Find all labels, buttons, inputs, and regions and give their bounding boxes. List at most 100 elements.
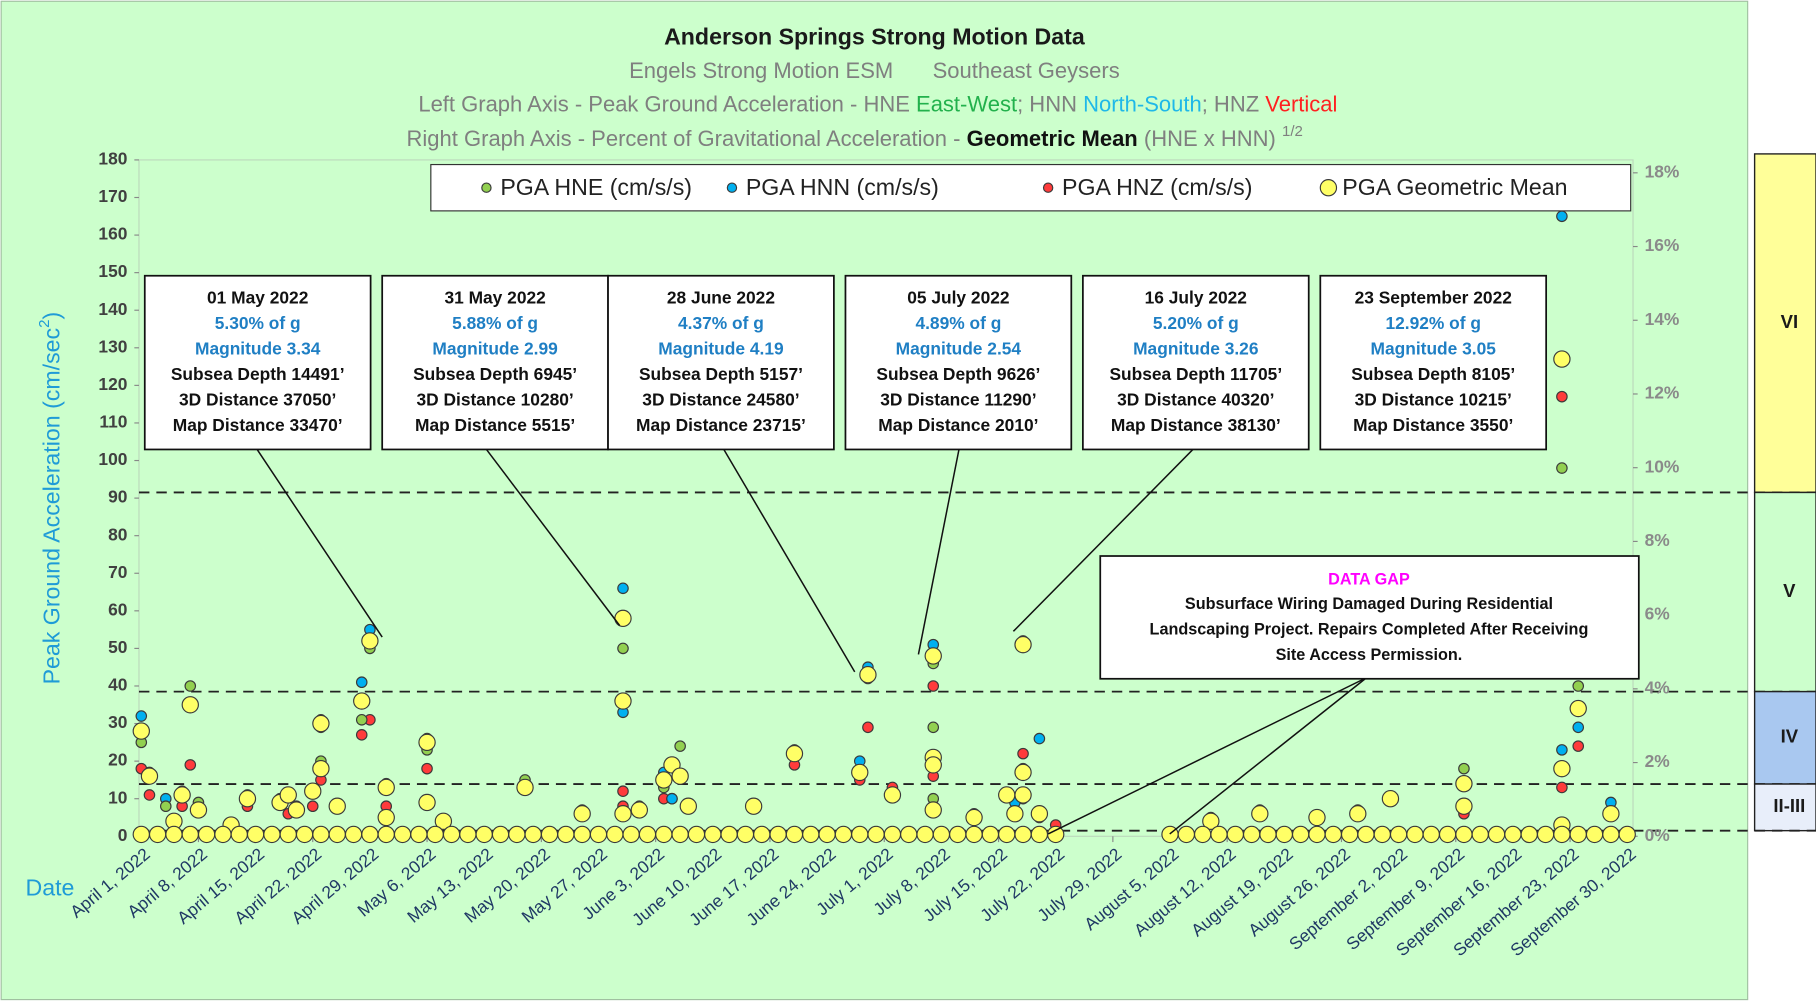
intensity-band <box>1753 690 1816 785</box>
callout-box <box>1082 274 1310 451</box>
legend-marker <box>481 182 492 193</box>
y-tick-label: 60 <box>108 599 127 619</box>
data-point <box>1210 825 1228 844</box>
y-tick-label: 30 <box>108 712 127 732</box>
data-point <box>516 778 534 797</box>
chart-title: Anderson Springs Strong Motion Data <box>664 23 1086 49</box>
data-point <box>687 825 706 844</box>
note-part: 1/2 <box>1282 123 1303 140</box>
data-point <box>1014 786 1032 804</box>
data-point <box>1017 747 1029 760</box>
gap-note-line: Subsurface Wiring Damaged During Residen… <box>1185 595 1553 613</box>
y2-tick-label: 4% <box>1645 677 1670 697</box>
y-tick-label: 0 <box>118 825 128 845</box>
data-point <box>1047 825 1065 844</box>
x-axis-label: Date <box>25 875 74 901</box>
y-tick-label: 90 <box>108 487 127 507</box>
data-point <box>1259 825 1277 844</box>
data-point <box>246 825 265 844</box>
data-point <box>184 680 197 692</box>
data-point <box>1014 825 1032 844</box>
y2-tick-label: 8% <box>1645 530 1670 550</box>
y-tick-label: 160 <box>98 224 127 244</box>
subtitle-part: Southeast Geysers <box>933 58 1120 83</box>
data-point <box>862 721 874 734</box>
callout-box <box>143 274 372 451</box>
data-point <box>361 632 379 650</box>
note-part: North-South <box>1083 91 1202 116</box>
data-point <box>924 801 942 819</box>
data-point <box>353 692 371 710</box>
leader-line <box>485 449 621 626</box>
legend-marker <box>726 182 738 193</box>
data-point <box>418 733 436 752</box>
callout-text: Subsea Depth 6945’ <box>413 364 577 384</box>
data-point <box>736 825 755 844</box>
callout-text: 4.89% of g <box>915 313 1001 333</box>
callout-text: 5.88% of g <box>452 313 538 333</box>
callout-text: 01 May 2022 <box>207 287 308 307</box>
data-point <box>1422 825 1440 844</box>
data-point <box>355 729 368 741</box>
left-axis-note: Left Graph Axis - Peak Ground Accelerati… <box>418 91 1337 116</box>
data-point <box>1324 825 1342 844</box>
data-point <box>1569 699 1587 718</box>
data-point <box>230 825 248 844</box>
y-tick-label: 40 <box>108 675 127 695</box>
data-point <box>981 825 1000 844</box>
data-point <box>785 825 804 844</box>
data-point <box>189 801 208 819</box>
data-point <box>1357 825 1375 844</box>
callout-text: 4.37% of g <box>678 313 764 333</box>
data-point <box>312 759 330 778</box>
data-point <box>655 771 673 789</box>
data-point <box>924 756 942 774</box>
data-point <box>1373 825 1391 844</box>
y2-tick-label: 18% <box>1645 161 1680 181</box>
callout-text: Map Distance 38130’ <box>1111 415 1281 435</box>
y2-tick-label: 10% <box>1645 456 1680 476</box>
data-point <box>614 609 632 628</box>
data-point <box>851 825 869 844</box>
label-part: ) <box>38 312 64 320</box>
data-point <box>355 676 368 689</box>
y2-tick-label: 12% <box>1645 383 1680 403</box>
data-point <box>418 793 436 812</box>
data-point <box>306 800 319 813</box>
gap-note-line: Site Access Permission. <box>1276 646 1463 664</box>
data-point <box>165 825 183 844</box>
callout-text: Subsea Depth 9626’ <box>876 364 1040 384</box>
data-point <box>589 825 608 844</box>
data-point <box>744 797 763 815</box>
callout-text: 3D Distance 10280’ <box>416 389 573 409</box>
data-point <box>1202 812 1220 830</box>
legend-label: PGA HNE (cm/s/s) <box>500 174 692 200</box>
data-point <box>1193 825 1212 844</box>
data-point <box>1487 825 1506 844</box>
data-point <box>426 825 444 844</box>
data-point <box>1520 825 1538 844</box>
callout-text: 31 May 2022 <box>444 287 545 307</box>
intensity-label: VI <box>1781 311 1798 332</box>
data-point <box>1455 797 1473 815</box>
data-point <box>1030 805 1049 823</box>
callout-text: 5.20% of g <box>1153 313 1239 333</box>
data-point <box>159 800 172 813</box>
data-point <box>1585 825 1604 844</box>
data-point <box>295 825 314 844</box>
data-point <box>916 825 934 844</box>
data-point <box>859 666 877 684</box>
y-tick-label: 50 <box>108 637 127 657</box>
data-point <box>475 825 493 844</box>
data-point <box>557 825 575 844</box>
callout-text: Magnitude 3.34 <box>195 338 321 358</box>
leader-line <box>1047 676 1367 835</box>
y2-tick-label: 0% <box>1645 825 1670 845</box>
data-point <box>622 825 640 844</box>
data-point <box>674 740 686 752</box>
callout-text: Magnitude 4.19 <box>658 338 784 358</box>
callout-text: 3D Distance 24580’ <box>642 389 799 409</box>
data-point <box>263 825 281 844</box>
data-point <box>1308 825 1326 844</box>
